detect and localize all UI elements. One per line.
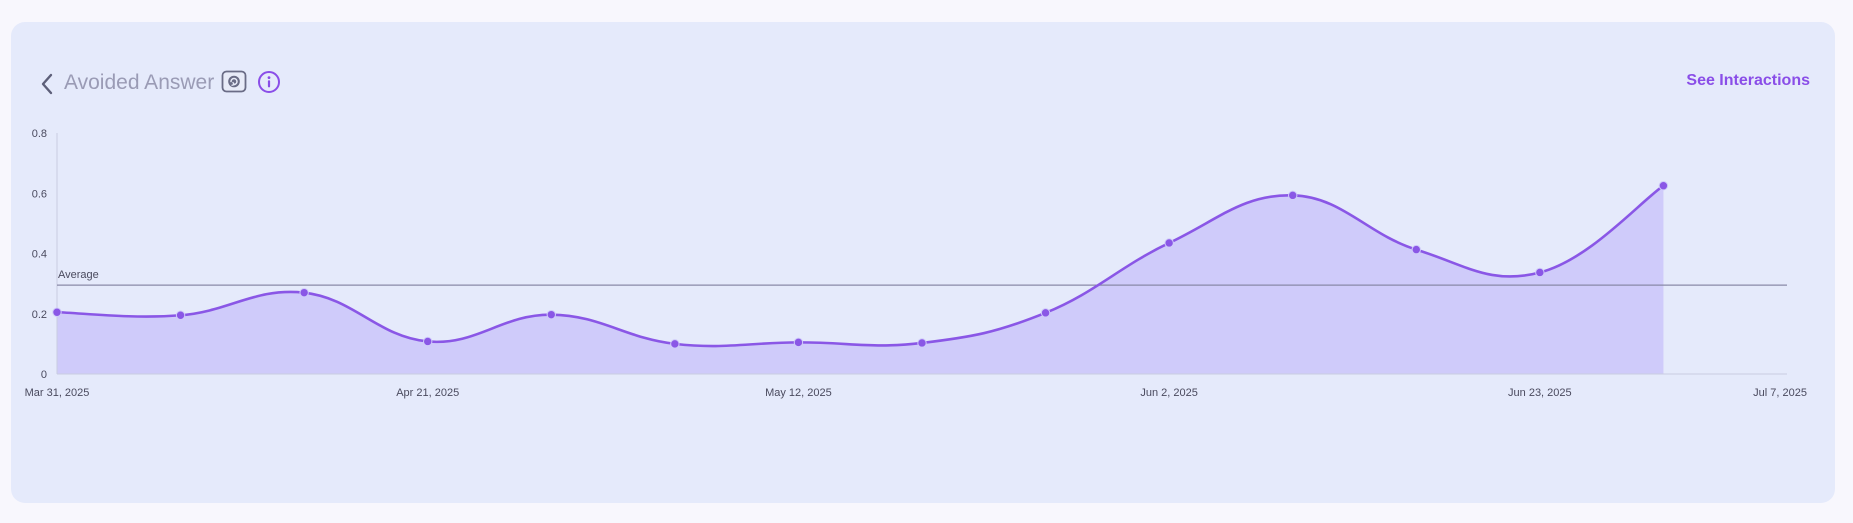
data-point	[1411, 244, 1421, 255]
y-tick-label: 0	[41, 369, 47, 381]
data-point	[670, 339, 680, 349]
series-line	[55, 184, 1665, 348]
x-tick-label: Apr 21, 2025	[396, 387, 459, 399]
data-point	[52, 307, 62, 317]
data-point	[1288, 190, 1298, 201]
x-tick-label: May 12, 2025	[765, 387, 832, 399]
y-tick-label: 0.6	[32, 188, 47, 200]
average-label: Average	[58, 269, 99, 281]
y-tick-label: 0.2	[32, 309, 47, 321]
y-tick-label: 0.4	[32, 249, 47, 261]
back-button[interactable]	[33, 67, 61, 101]
data-point	[917, 338, 927, 348]
card-header: Avoided Answer See Interactions	[11, 22, 1835, 132]
data-point	[1658, 181, 1669, 191]
info-icon[interactable]	[256, 69, 282, 95]
data-point	[1040, 308, 1051, 318]
chevron-left-icon	[41, 73, 53, 95]
refresh-icon	[221, 69, 247, 95]
data-point	[546, 309, 556, 320]
area-fill	[57, 185, 1664, 374]
see-interactions-link[interactable]: See Interactions	[1686, 72, 1810, 89]
data-point	[299, 287, 309, 298]
data-point	[1535, 267, 1545, 278]
x-tick-label: Jun 23, 2025	[1508, 387, 1572, 399]
page-title: Avoided Answer	[64, 71, 215, 94]
x-tick-label: Jun 2, 2025	[1140, 387, 1198, 399]
chart-card: Avoided Answer See Interactions Average 0…	[11, 22, 1835, 503]
x-tick-label: Mar 31, 2025	[25, 387, 90, 399]
y-tick-label: 0.8	[32, 128, 47, 140]
data-point	[423, 336, 433, 347]
data-point	[175, 310, 186, 320]
data-point	[793, 337, 804, 348]
x-tick-label: Jul 7, 2025	[1753, 387, 1807, 399]
data-point	[1164, 238, 1174, 248]
area-chart: Average 0 0.2 0.4 0.6 0.8 Mar 31, 2025 Apr 21, …	[25, 128, 1807, 399]
